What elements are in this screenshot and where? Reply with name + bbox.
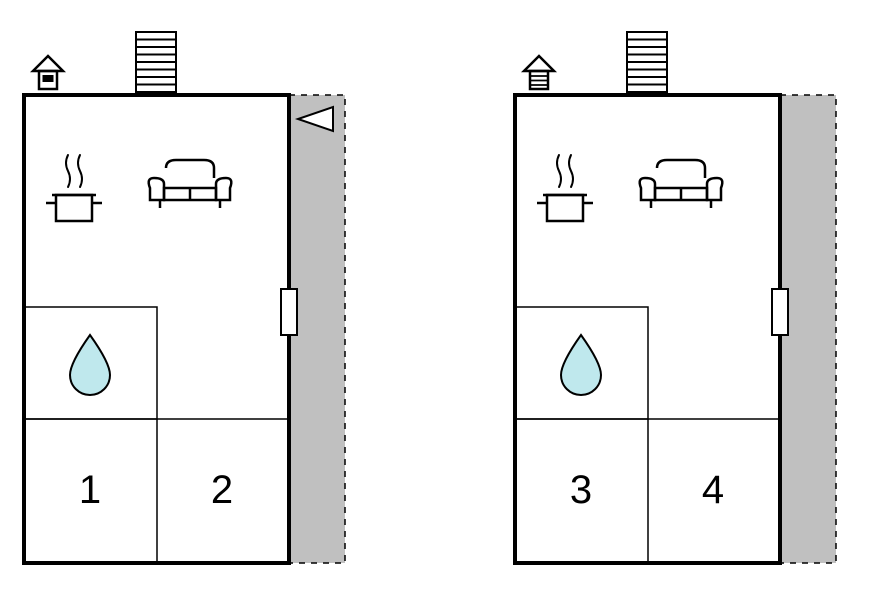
room-2-label: 2	[202, 470, 242, 510]
room-1-label: 1	[70, 470, 110, 510]
diagram-svg	[0, 0, 896, 597]
floorplan-diagram: 1 2 3 4	[0, 0, 896, 597]
room-4-label: 4	[693, 470, 733, 510]
right-door	[772, 289, 788, 335]
house-icon	[524, 56, 554, 89]
left-door	[281, 289, 297, 335]
room-3-label: 3	[561, 470, 601, 510]
house-icon	[33, 56, 63, 89]
ladder-icon	[136, 32, 176, 92]
ladder-icon	[627, 32, 667, 92]
